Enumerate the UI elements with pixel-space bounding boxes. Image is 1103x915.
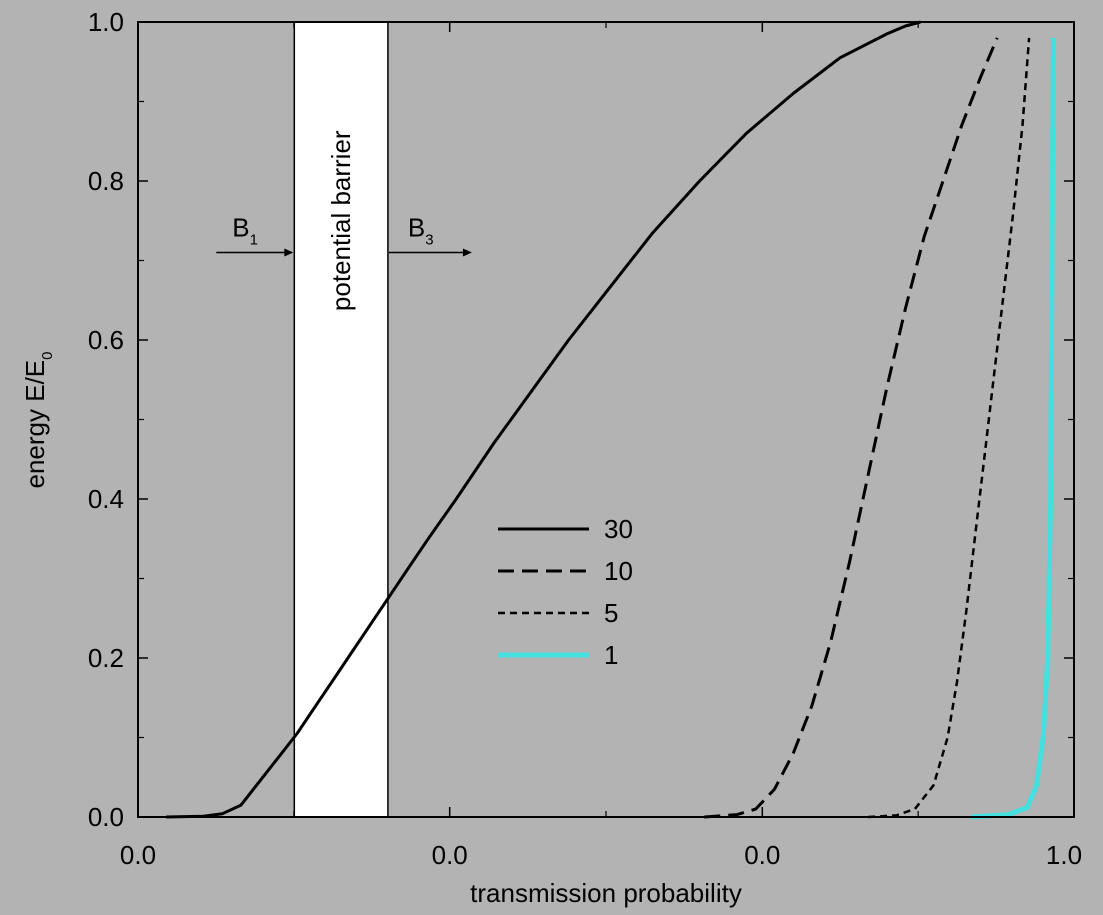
y-tick-label-1: 0.2 (88, 643, 124, 673)
x-tick-labels: 0.0 0.0 0.0 1.0 (120, 840, 1082, 870)
y-tick-label-2: 0.4 (88, 484, 124, 514)
potential-barrier-region (293, 21, 389, 818)
plot-background (138, 22, 1074, 817)
potential-barrier-label: potential barrier (326, 130, 356, 311)
x-tick-label-1: 0.0 (432, 840, 468, 870)
y-tick-label-3: 0.6 (88, 325, 124, 355)
arrow-b3-head (462, 248, 472, 257)
x-axis-title: transmission probability (470, 878, 742, 908)
y-tick-labels: 0.0 0.2 0.4 0.6 0.8 1.0 (88, 7, 124, 832)
series-line-10 (704, 37, 999, 819)
legend-label-1: 1 (604, 640, 618, 670)
legend: 30 10 5 1 (498, 514, 633, 670)
legend-label-10: 10 (604, 556, 633, 586)
arrow-b1-head (284, 248, 294, 257)
arrows (216, 248, 472, 257)
series-line-5 (868, 37, 1031, 819)
y-axis-title: energy E/E0 (20, 352, 56, 489)
legend-label-5: 5 (604, 598, 618, 628)
y-tick-label-4: 0.8 (88, 166, 124, 196)
x-tick-label-3: 1.0 (1046, 840, 1082, 870)
annotation-b1: B1 (232, 213, 258, 249)
y-tick-label-0: 0.0 (88, 802, 124, 832)
series-line-1 (970, 37, 1056, 820)
series-layer (166, 20, 1056, 820)
x-tick-label-0: 0.0 (120, 840, 156, 870)
y-tick-label-5: 1.0 (88, 7, 124, 37)
legend-label-30: 30 (604, 514, 633, 544)
annotation-b3: B3 (408, 213, 434, 249)
series-line-30 (166, 20, 921, 819)
x-tick-label-2: 0.0 (744, 840, 780, 870)
axis-ticks (137, 21, 1075, 818)
